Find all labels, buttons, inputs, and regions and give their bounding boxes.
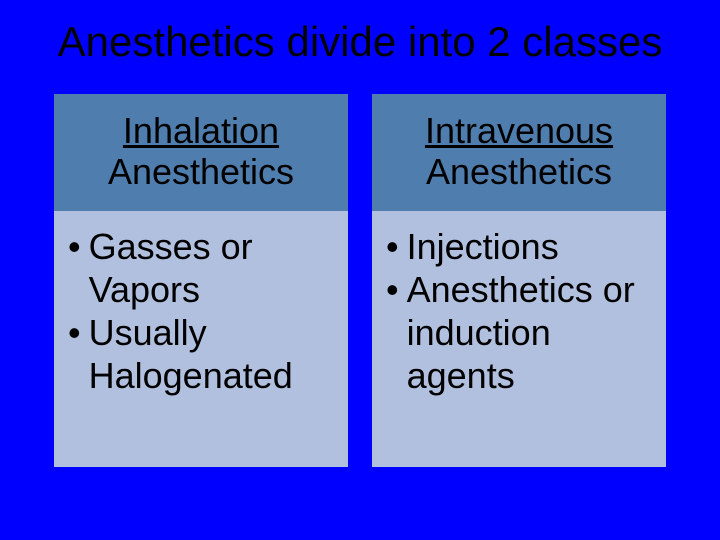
column-intravenous: Intravenous Anesthetics • Injections • A…: [372, 94, 666, 467]
bullet-item: • Usually Halogenated: [68, 311, 334, 397]
bullet-mark: •: [68, 225, 89, 268]
header-underlined-text: Inhalation: [123, 110, 279, 151]
column-inhalation: Inhalation Anesthetics • Gasses or Vapor…: [54, 94, 348, 467]
bullet-mark: •: [386, 268, 407, 311]
slide: Anesthetics divide into 2 classes Inhala…: [0, 0, 720, 540]
bullet-item: • Anesthetics or induction agents: [386, 268, 652, 398]
bullet-item: • Gasses or Vapors: [68, 225, 334, 311]
slide-title: Anesthetics divide into 2 classes: [24, 18, 696, 66]
bullet-text: Gasses or Vapors: [89, 225, 334, 311]
bullet-mark: •: [386, 225, 407, 268]
header-underlined-text: Intravenous: [425, 110, 613, 151]
header-rest-text: Anesthetics: [426, 151, 612, 192]
bullet-text: Usually Halogenated: [89, 311, 334, 397]
column-header-intravenous: Intravenous Anesthetics: [372, 94, 666, 211]
column-header-inhalation: Inhalation Anesthetics: [54, 94, 348, 211]
bullet-mark: •: [68, 311, 89, 354]
bullet-item: • Injections: [386, 225, 652, 268]
column-body-intravenous: • Injections • Anesthetics or induction …: [372, 211, 666, 467]
columns-container: Inhalation Anesthetics • Gasses or Vapor…: [24, 94, 696, 467]
bullet-text: Injections: [407, 225, 652, 268]
bullet-text: Anesthetics or induction agents: [407, 268, 652, 398]
header-rest-text: Anesthetics: [108, 151, 294, 192]
column-body-inhalation: • Gasses or Vapors • Usually Halogenated: [54, 211, 348, 467]
